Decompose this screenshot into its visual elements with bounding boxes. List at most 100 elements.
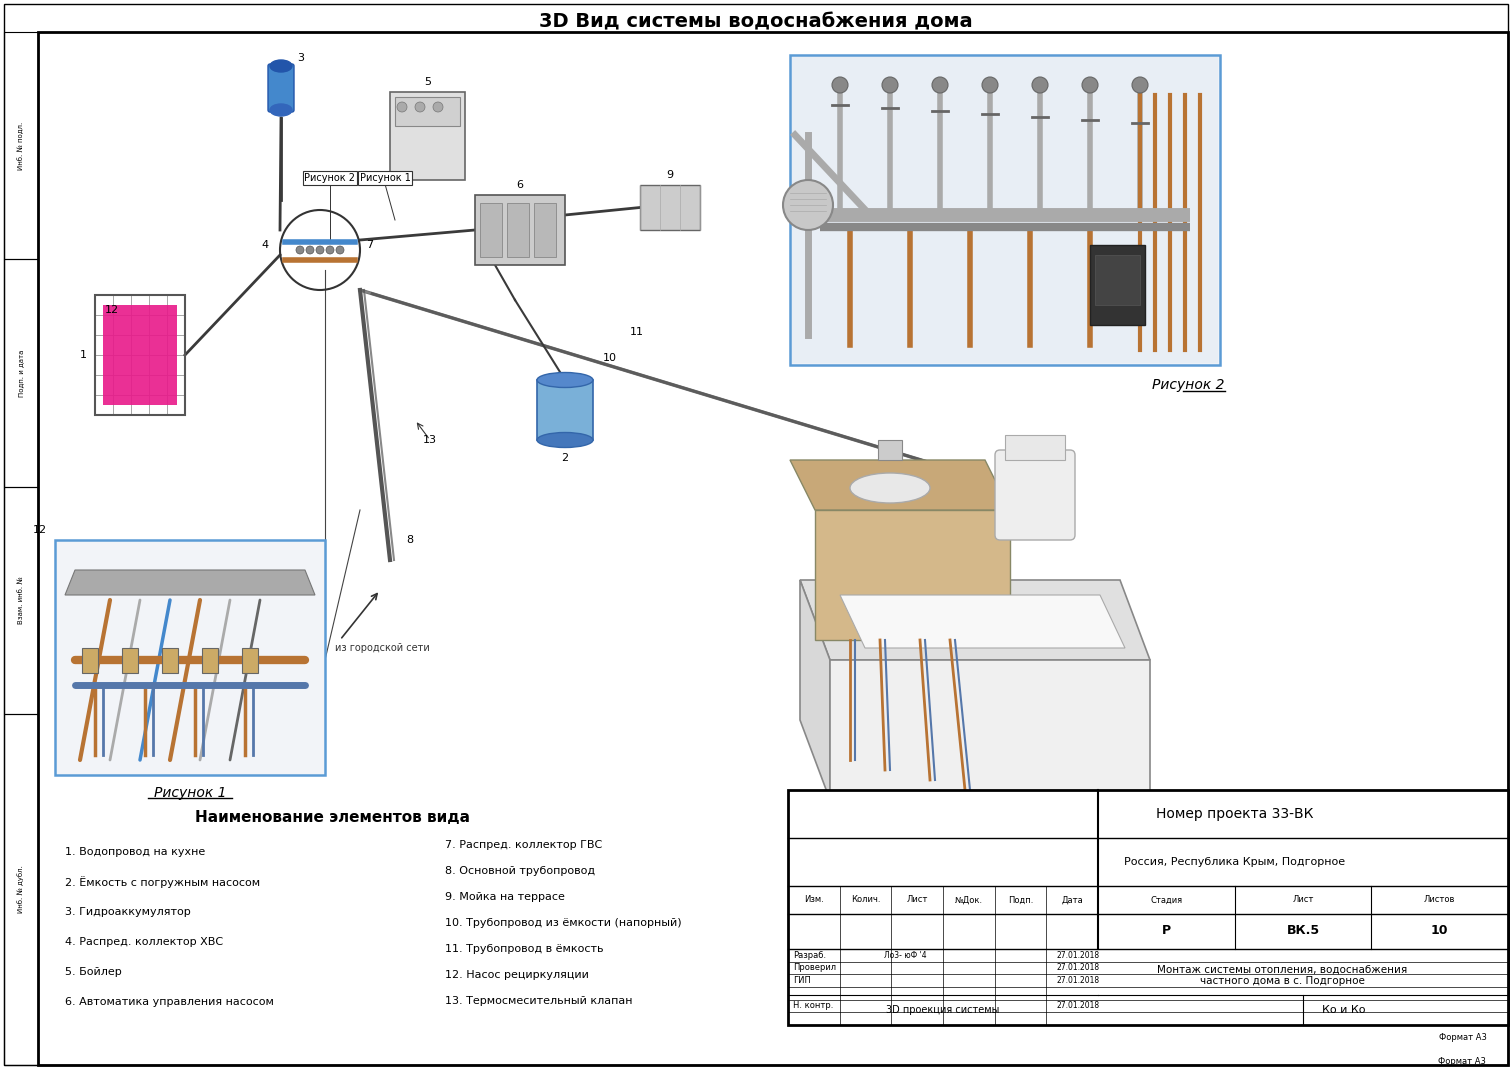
Text: Проверил: Проверил — [792, 963, 836, 973]
Text: Лист: Лист — [1293, 896, 1314, 904]
Ellipse shape — [537, 372, 593, 387]
Text: 27.01.2018: 27.01.2018 — [1057, 1002, 1099, 1010]
Text: 5: 5 — [423, 77, 431, 87]
FancyBboxPatch shape — [268, 64, 293, 112]
Text: ВК.5: ВК.5 — [1287, 925, 1320, 938]
Bar — [5, 486, 38, 714]
Text: Россия, Республика Крым, Подгорное: Россия, Республика Крым, Подгорное — [1123, 857, 1346, 867]
Text: Рисунок 2: Рисунок 2 — [1152, 378, 1225, 392]
Polygon shape — [789, 460, 1010, 510]
Circle shape — [414, 102, 425, 112]
Circle shape — [931, 77, 948, 93]
Text: Номер проекта 33-ВК: Номер проекта 33-ВК — [1155, 807, 1312, 821]
Bar — [242, 648, 259, 673]
Circle shape — [327, 246, 334, 254]
Text: Рисунок 1: Рисунок 1 — [154, 786, 227, 800]
Text: 8. Основной трубопровод: 8. Основной трубопровод — [445, 866, 596, 876]
Circle shape — [783, 180, 833, 230]
Text: Формат А3: Формат А3 — [1438, 1056, 1486, 1066]
Circle shape — [432, 102, 443, 112]
Text: Стадия: Стадия — [1151, 896, 1182, 904]
Text: 3D проекция системы: 3D проекция системы — [886, 1005, 999, 1014]
Text: Рисунок 1: Рисунок 1 — [360, 173, 410, 183]
Circle shape — [398, 102, 407, 112]
Text: 6: 6 — [517, 180, 523, 190]
Text: 4: 4 — [262, 241, 269, 250]
Text: 11: 11 — [631, 327, 644, 337]
Text: Н. контр.: Н. контр. — [792, 1002, 833, 1010]
Text: 7: 7 — [366, 241, 373, 250]
Ellipse shape — [271, 60, 292, 72]
Text: из городской сети: из городской сети — [336, 642, 429, 653]
Text: Ло3- юФ '4: Ло3- юФ '4 — [885, 950, 927, 960]
Text: 12: 12 — [33, 525, 47, 534]
Text: 10: 10 — [1430, 925, 1448, 938]
Text: 5. Бойлер: 5. Бойлер — [65, 967, 122, 977]
Text: 10. Трубопровод из ёмкости (напорный): 10. Трубопровод из ёмкости (напорный) — [445, 918, 682, 928]
Polygon shape — [841, 595, 1125, 648]
Bar — [789, 55, 1220, 365]
FancyBboxPatch shape — [995, 450, 1075, 540]
Text: Ко и Ко: Ко и Ко — [1323, 1005, 1365, 1014]
Circle shape — [1033, 77, 1048, 93]
Text: Р: Р — [1161, 925, 1170, 938]
Text: Рисунок 2: Рисунок 2 — [304, 173, 355, 183]
Circle shape — [832, 77, 848, 93]
Ellipse shape — [850, 472, 930, 503]
Text: Инб. № подл.: Инб. № подл. — [18, 122, 24, 170]
Text: 13. Термосмесительный клапан: 13. Термосмесительный клапан — [445, 996, 632, 1006]
Text: 7. Распред. коллектор ГВС: 7. Распред. коллектор ГВС — [445, 840, 602, 850]
Circle shape — [316, 246, 324, 254]
Bar — [203, 648, 218, 673]
Polygon shape — [65, 570, 314, 595]
Circle shape — [1083, 77, 1098, 93]
Circle shape — [336, 246, 345, 254]
Text: 8: 8 — [407, 534, 414, 545]
Bar — [5, 714, 38, 1065]
Text: 6. Автоматика управления насосом: 6. Автоматика управления насосом — [65, 997, 274, 1007]
Text: Наименование элементов вида: Наименование элементов вида — [195, 810, 470, 825]
Bar — [788, 790, 1507, 1025]
Circle shape — [1132, 77, 1148, 93]
Bar — [390, 92, 466, 180]
Bar — [82, 648, 98, 673]
Bar — [475, 195, 565, 265]
Text: 1: 1 — [80, 350, 86, 360]
Bar — [5, 260, 38, 486]
Text: 9: 9 — [667, 170, 673, 180]
Bar — [395, 97, 460, 126]
Bar — [1005, 435, 1064, 460]
Text: 2. Ёмкость с погружным насосом: 2. Ёмкость с погружным насосом — [65, 877, 260, 888]
Text: 12: 12 — [104, 305, 119, 315]
Text: 9. Мойка на террасе: 9. Мойка на террасе — [445, 892, 565, 902]
Text: 10: 10 — [603, 353, 617, 363]
Text: 3D Вид системы водоснабжения дома: 3D Вид системы водоснабжения дома — [540, 13, 972, 31]
Text: Лист: Лист — [907, 896, 928, 904]
Text: 13: 13 — [423, 435, 437, 445]
Text: Подп.: Подп. — [1009, 896, 1033, 904]
Bar — [1095, 255, 1140, 305]
Text: 11. Трубопровод в ёмкость: 11. Трубопровод в ёмкость — [445, 944, 603, 954]
Bar — [162, 648, 178, 673]
Text: 27.01.2018: 27.01.2018 — [1057, 963, 1099, 973]
Text: Колич.: Колич. — [851, 896, 880, 904]
Bar — [103, 305, 177, 405]
Text: 2: 2 — [561, 453, 569, 463]
Text: Подп. и дата: Подп. и дата — [18, 350, 24, 397]
Text: ГИП: ГИП — [792, 976, 810, 986]
Circle shape — [296, 246, 304, 254]
Bar — [1090, 245, 1145, 325]
Text: Разраб.: Разраб. — [792, 950, 826, 960]
Text: Монтаж системы отопления, водоснабжения
частного дома в с. Подгорное: Монтаж системы отопления, водоснабжения … — [1157, 965, 1408, 987]
Text: №Док.: №Док. — [954, 896, 983, 904]
Bar — [792, 57, 1219, 363]
Text: 3: 3 — [296, 53, 304, 63]
Ellipse shape — [271, 104, 292, 117]
Text: 1. Водопровод на кухне: 1. Водопровод на кухне — [65, 847, 206, 857]
Text: Взам. инб. №: Взам. инб. № — [18, 576, 24, 624]
Bar — [5, 32, 38, 260]
Bar — [537, 379, 593, 440]
Polygon shape — [830, 660, 1151, 800]
Bar — [640, 185, 700, 230]
Polygon shape — [800, 580, 1151, 660]
